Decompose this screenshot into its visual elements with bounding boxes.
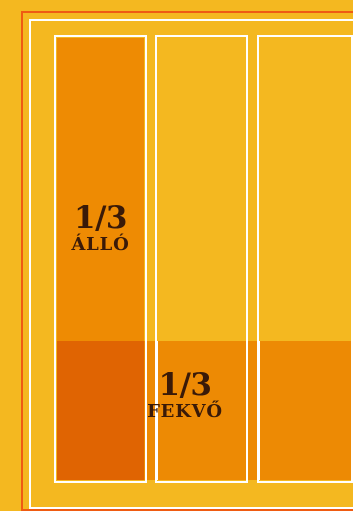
column-divider bbox=[245, 341, 248, 480]
vertical-third-fill bbox=[57, 38, 144, 341]
horizontal-word: FEKVŐ bbox=[147, 401, 223, 422]
column-left bbox=[54, 35, 147, 483]
thirds-overlap bbox=[57, 341, 144, 480]
horizontal-third-label: 1/3 FEKVŐ bbox=[140, 370, 230, 421]
column-divider bbox=[257, 341, 260, 480]
vertical-word: ÁLLÓ bbox=[71, 234, 130, 255]
vertical-third-label: 1/3 ÁLLÓ bbox=[57, 203, 144, 254]
vertical-fraction: 1/3 bbox=[74, 200, 127, 236]
column-right bbox=[257, 35, 353, 483]
horizontal-fraction: 1/3 bbox=[158, 367, 212, 403]
column-middle bbox=[155, 35, 248, 483]
column-divider bbox=[155, 341, 158, 480]
